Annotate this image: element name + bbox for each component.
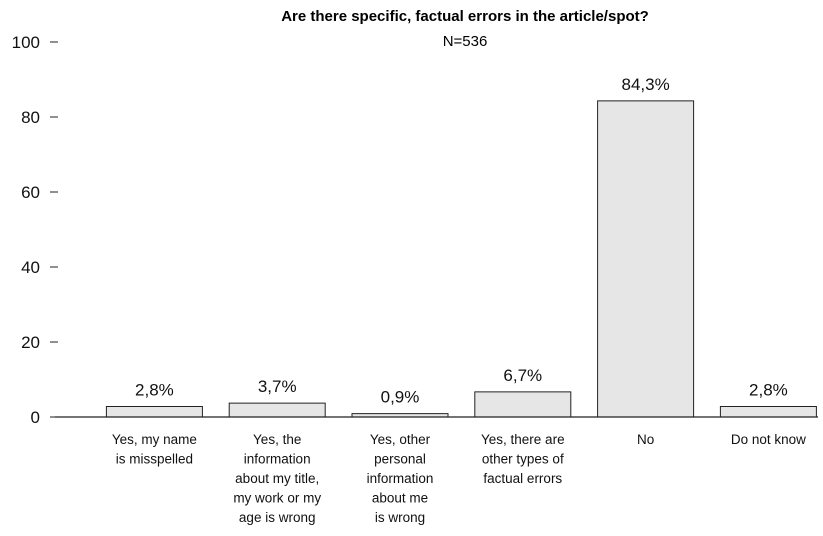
category-label: Yes, other personal information about me is …: [367, 432, 434, 525]
y-tick-label: 80: [21, 108, 40, 127]
category-label-line: Yes, other: [370, 432, 431, 447]
category-label-line: about me: [372, 491, 428, 506]
bar: [474, 391, 572, 418]
category-label-line: is wrong: [375, 510, 425, 525]
category-label: No: [637, 432, 654, 447]
data-labels-group: 2,8% 3,7% 0,9% 6,7% 84,3% 2,8%: [135, 75, 788, 407]
category-label-line: personal: [374, 452, 426, 467]
category-label-line: other types of: [482, 452, 564, 467]
bars-group: [105, 100, 817, 418]
y-tick-label: 60: [21, 183, 40, 202]
category-label-line: Yes, there are: [481, 432, 565, 447]
category-label-line: age is wrong: [239, 510, 316, 525]
category-label: Yes, the information about my title, my wor…: [233, 432, 321, 525]
category-label-line: is misspelled: [116, 452, 193, 467]
data-label: 6,7%: [503, 366, 542, 385]
chart-title: Are there specific, factual errors in th…: [281, 8, 649, 25]
bar: [597, 100, 695, 418]
data-label: 2,8%: [749, 381, 788, 400]
bar: [105, 406, 203, 418]
chart-subtitle: N=536: [443, 33, 488, 50]
category-labels-group: Yes, my name is misspelled Yes, the informa…: [112, 432, 806, 525]
category-label-line: No: [637, 432, 654, 447]
category-label: Yes, my name is misspelled: [112, 432, 197, 467]
y-tick-label: 0: [31, 408, 40, 427]
y-axis: 0 20 40 60 80 100: [12, 33, 58, 427]
category-label: Do not know: [731, 432, 806, 447]
category-label-line: factual errors: [483, 471, 562, 486]
category-label-line: about my title,: [235, 471, 319, 486]
data-label: 0,9%: [381, 388, 420, 407]
category-label-line: Do not know: [731, 432, 806, 447]
category-label-line: my work or my: [233, 491, 321, 506]
data-label: 2,8%: [135, 381, 174, 400]
category-label-line: Yes, the: [253, 432, 301, 447]
y-tick-label: 100: [12, 33, 40, 52]
category-label-line: information: [244, 452, 311, 467]
bar: [228, 402, 326, 418]
y-tick-label: 20: [21, 333, 40, 352]
bar: [719, 406, 817, 418]
category-label-line: information: [367, 471, 434, 486]
y-tick-label: 40: [21, 258, 40, 277]
category-label-line: Yes, my name: [112, 432, 197, 447]
category-label: Yes, there are other types of factual erro…: [481, 432, 565, 486]
data-label: 84,3%: [621, 75, 669, 94]
data-label: 3,7%: [258, 377, 297, 396]
